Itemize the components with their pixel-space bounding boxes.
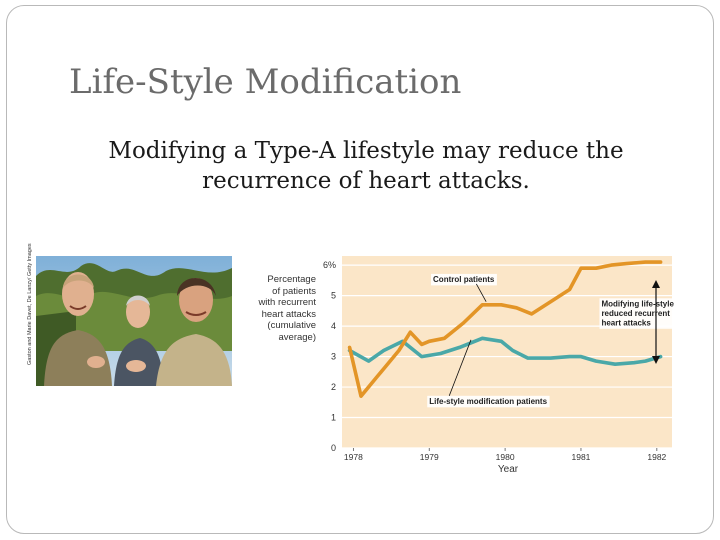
- slide-subtitle: Modifying a Type-A lifestyle may reduce …: [108, 138, 624, 194]
- y-tick-label: 6%: [323, 260, 336, 270]
- annotation-leader: [448, 339, 472, 396]
- x-tick-label: 1979: [420, 452, 439, 462]
- photo-credit: Gaston and Marie Davet, De Lanzy/ Getty …: [27, 243, 33, 365]
- x-tick-labels: 1978 1979 1980 1981 1982: [344, 448, 667, 462]
- x-tick-label: 1981: [572, 452, 591, 462]
- annotations: Control patients Life-style modification …: [427, 273, 677, 408]
- series-lines: [347, 260, 663, 398]
- annotation-leader: [476, 283, 487, 302]
- annotation-background: [599, 298, 677, 329]
- x-tick-label: 1980: [496, 452, 515, 462]
- x-axis-label: Year: [498, 464, 519, 475]
- three-men-photo: [36, 256, 232, 386]
- annotation-background: [427, 395, 550, 408]
- heart-attack-chart: 0 1 2 3 4 5 6% 1978 1979 1980 1981 1982 Control pa…: [323, 256, 677, 475]
- x-tick-label: 1982: [647, 452, 666, 462]
- y-tick-labels: 0 1 2 3 4 5 6%: [323, 260, 336, 453]
- slide-title: Life-Style Modification: [69, 62, 462, 102]
- annotation-label: Modifying life-style reduced recurrent hea…: [601, 299, 674, 327]
- y-tick-label: 4: [331, 321, 336, 331]
- difference-arrow: [652, 280, 660, 364]
- annotation-label: Control patients: [433, 275, 495, 284]
- annotation-label: Life-style modification patients: [429, 397, 547, 406]
- y-tick-label: 5: [331, 291, 336, 301]
- plot-background: [342, 256, 672, 448]
- y-tick-label: 3: [331, 352, 336, 362]
- x-tick-label: 1978: [344, 452, 363, 462]
- y-tick-label: 1: [331, 413, 336, 423]
- y-tick-label: 2: [331, 382, 336, 392]
- series-line: [347, 260, 663, 398]
- annotation-background: [431, 273, 497, 286]
- y-tick-label: 0: [331, 443, 336, 453]
- y-axis-label: Percentage of patients with recurrent he…: [258, 274, 316, 343]
